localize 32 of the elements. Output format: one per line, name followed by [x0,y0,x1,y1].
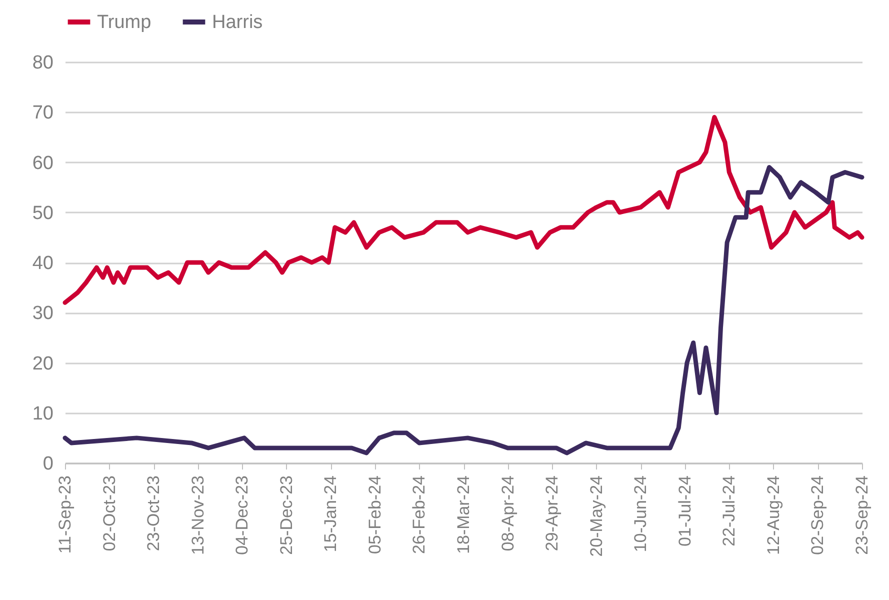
x-tick-label: 11-Sep-23 [56,476,74,554]
x-tick-label: 20-May-24 [586,476,606,557]
x-tick-label: 13-Nov-23 [188,476,208,555]
x-tick-label: 02-Oct-23 [100,476,119,552]
x-tick-label: 25-Dec-23 [276,476,296,555]
y-tick-label: 60 [32,152,54,174]
x-tick-label: 18-Mar-24 [454,476,473,554]
y-tick-label: 10 [32,403,54,424]
x-tick-label: 02-Sep-24 [808,476,828,555]
x-tick-label: 12-Aug-24 [764,476,783,555]
x-tick-label: 29-Apr-24 [542,476,562,552]
y-tick-label: 70 [32,102,54,124]
x-tick-label: 05-Feb-24 [365,476,384,554]
y-tick-label: 0 [42,454,54,474]
x-tick-label: 08-Apr-24 [498,476,518,552]
y-tick-label: 20 [32,353,54,374]
x-tick-label: 26-Feb-24 [410,476,429,554]
x-tick-label: 10-Jun-24 [631,476,650,552]
legend-label: Trump [97,12,152,33]
x-tick-label: 23-Oct-23 [144,476,164,552]
x-tick-label: 22-Jul-24 [720,476,739,546]
legend-label: Harris [212,12,263,33]
x-tick-label: 15-Jan-24 [321,476,340,552]
x-tick-label: 23-Sep-24 [852,476,872,555]
y-tick-label: 40 [32,253,54,274]
y-tick-label: 80 [32,52,54,74]
y-tick-label: 50 [32,202,54,224]
line-series [62,165,864,456]
y-tick-label: 30 [32,303,54,324]
line-series [62,114,864,305]
x-tick-label: 04-Dec-23 [232,476,252,555]
x-tick-label: 01-Jul-24 [675,476,694,546]
